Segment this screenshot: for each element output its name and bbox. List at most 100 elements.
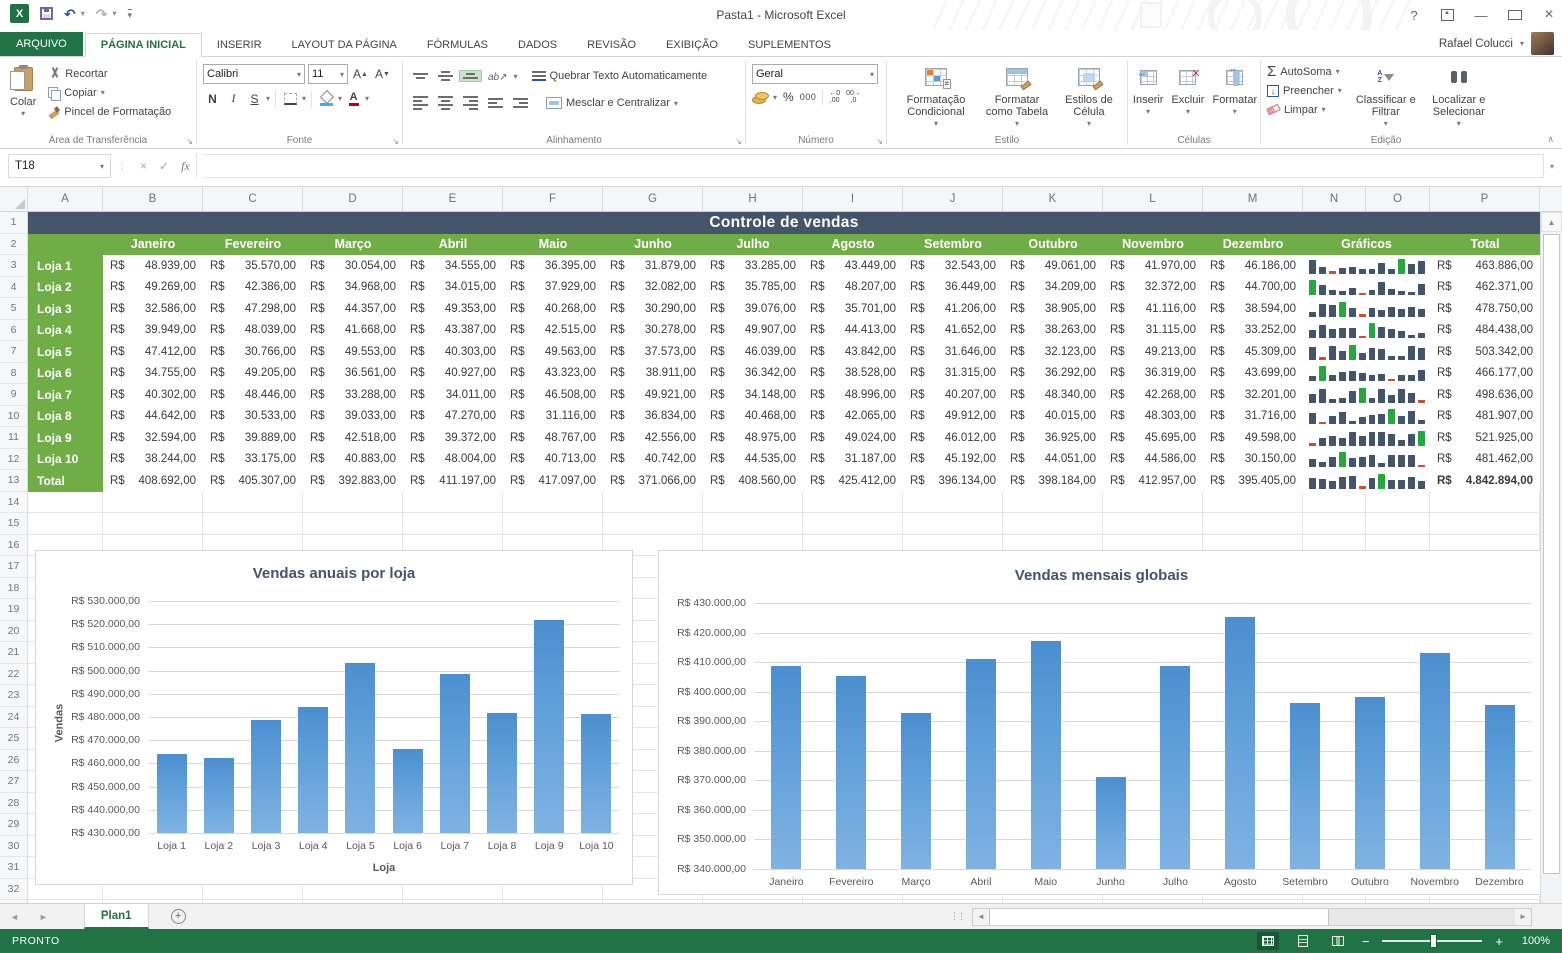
normal-view-button[interactable] xyxy=(1257,932,1279,950)
month-header[interactable]: Julho xyxy=(703,234,803,256)
scroll-right-icon[interactable]: ► xyxy=(1515,909,1531,925)
month-value-cell[interactable]: R$30.150,00 xyxy=(1203,449,1303,471)
font-color-button[interactable]: A xyxy=(344,89,363,108)
monthly-total-cell[interactable]: R$408.692,00 xyxy=(103,470,203,492)
month-value-cell[interactable]: R$30.054,00 xyxy=(303,255,403,277)
month-value-cell[interactable]: R$39.889,00 xyxy=(203,427,303,449)
month-header[interactable]: Março xyxy=(303,234,403,256)
collapse-ribbon-icon[interactable]: ∧ xyxy=(1547,134,1554,145)
month-value-cell[interactable]: R$41.970,00 xyxy=(1103,255,1203,277)
month-value-cell[interactable]: R$40.742,00 xyxy=(603,449,703,471)
empty-cell[interactable] xyxy=(503,513,603,535)
row-header-26[interactable]: 26 xyxy=(0,750,27,772)
month-value-cell[interactable]: R$31.116,00 xyxy=(503,406,603,428)
redo-icon[interactable]: ↷ xyxy=(96,7,108,21)
month-value-cell[interactable]: R$32.201,00 xyxy=(1203,384,1303,406)
month-value-cell[interactable]: R$38.911,00 xyxy=(603,363,703,385)
month-value-cell[interactable]: R$42.515,00 xyxy=(503,320,603,342)
column-header-c[interactable]: C xyxy=(203,187,303,211)
chart-bar[interactable] xyxy=(1225,617,1255,869)
ribbon-tab-layout-da-página[interactable]: LAYOUT DA PÁGINA xyxy=(277,34,412,56)
month-value-cell[interactable]: R$39.949,00 xyxy=(103,320,203,342)
empty-cell[interactable] xyxy=(1203,513,1303,535)
row-header-4[interactable]: 4 xyxy=(0,277,27,299)
row-header-9[interactable]: 9 xyxy=(0,384,27,406)
month-value-cell[interactable]: R$45.192,00 xyxy=(903,449,1003,471)
row-header-21[interactable]: 21 xyxy=(0,642,27,664)
store-total-cell[interactable]: R$521.925,00 xyxy=(1430,427,1540,449)
chart-bar[interactable] xyxy=(836,676,866,869)
row-header-14[interactable]: 14 xyxy=(0,492,27,514)
month-value-cell[interactable]: R$49.907,00 xyxy=(703,320,803,342)
empty-cell[interactable] xyxy=(1303,513,1366,535)
month-header[interactable]: Setembro xyxy=(903,234,1003,256)
month-value-cell[interactable]: R$40.713,00 xyxy=(503,449,603,471)
borders-dropdown-icon[interactable]: ▾ xyxy=(302,94,306,103)
row-header-7[interactable]: 7 xyxy=(0,341,27,363)
monthly-total-cell[interactable]: R$392.883,00 xyxy=(303,470,403,492)
month-value-cell[interactable]: R$40.303,00 xyxy=(403,341,503,363)
month-value-cell[interactable]: R$34.209,00 xyxy=(1003,277,1103,299)
font-color-dropdown-icon[interactable]: ▾ xyxy=(365,94,369,103)
chart-plot-area[interactable] xyxy=(148,601,620,833)
zoom-in-icon[interactable]: + xyxy=(1495,935,1503,948)
row-header-18[interactable]: 18 xyxy=(0,578,27,600)
underline-button[interactable]: S xyxy=(245,89,264,108)
store-total-cell[interactable]: R$462.371,00 xyxy=(1430,277,1540,299)
empty-cell[interactable] xyxy=(803,492,903,514)
month-value-cell[interactable]: R$43.449,00 xyxy=(803,255,903,277)
column-header-k[interactable]: K xyxy=(1003,187,1103,211)
row-header-29[interactable]: 29 xyxy=(0,814,27,836)
store-label[interactable]: Loja 10 xyxy=(28,449,103,471)
month-value-cell[interactable]: R$38.594,00 xyxy=(1203,298,1303,320)
month-value-cell[interactable]: R$36.292,00 xyxy=(1003,363,1103,385)
new-sheet-icon[interactable]: + xyxy=(171,909,186,924)
month-value-cell[interactable]: R$48.303,00 xyxy=(1103,406,1203,428)
empty-cell[interactable] xyxy=(603,513,703,535)
month-value-cell[interactable]: R$38.263,00 xyxy=(1003,320,1103,342)
paste-button[interactable]: Colar▾ xyxy=(6,62,40,122)
month-value-cell[interactable]: R$35.570,00 xyxy=(203,255,303,277)
month-value-cell[interactable]: R$36.342,00 xyxy=(703,363,803,385)
row-header-1[interactable]: 1 xyxy=(0,212,27,234)
scroll-left-icon[interactable]: ◄ xyxy=(973,909,989,925)
zoom-out-icon[interactable]: − xyxy=(1362,935,1370,948)
increase-font-icon[interactable]: A▲ xyxy=(351,65,370,84)
empty-cell[interactable] xyxy=(303,513,403,535)
clipboard-dialog-launcher-icon[interactable]: ↘ xyxy=(186,137,193,146)
month-value-cell[interactable]: R$32.543,00 xyxy=(903,255,1003,277)
column-header-l[interactable]: L xyxy=(1103,187,1203,211)
empty-cell[interactable] xyxy=(103,513,203,535)
font-family-select[interactable]: Calibri▾ xyxy=(203,64,305,84)
totals-label[interactable]: Total xyxy=(28,470,103,492)
month-value-cell[interactable]: R$46.012,00 xyxy=(903,427,1003,449)
merge-center-button[interactable]: Mesclar e Centralizar▾ xyxy=(546,94,678,113)
month-value-cell[interactable]: R$40.015,00 xyxy=(1003,406,1103,428)
chart-bar[interactable] xyxy=(581,714,611,833)
store-label[interactable]: Loja 1 xyxy=(28,255,103,277)
month-value-cell[interactable]: R$48.004,00 xyxy=(403,449,503,471)
row-header-12[interactable]: 12 xyxy=(0,449,27,471)
redo-dropdown-icon[interactable]: ▾ xyxy=(112,9,116,18)
month-value-cell[interactable]: R$48.340,00 xyxy=(1003,384,1103,406)
zoom-slider-thumb[interactable] xyxy=(1430,934,1437,948)
vertical-scroll-thumb[interactable] xyxy=(1543,234,1560,874)
monthly-total-cell[interactable]: R$371.066,00 xyxy=(603,470,703,492)
month-value-cell[interactable]: R$48.039,00 xyxy=(203,320,303,342)
column-header-m[interactable]: M xyxy=(1203,187,1303,211)
month-header[interactable]: Outubro xyxy=(1003,234,1103,256)
month-value-cell[interactable]: R$44.051,00 xyxy=(1003,449,1103,471)
month-value-cell[interactable]: R$46.039,00 xyxy=(703,341,803,363)
row-header-6[interactable]: 6 xyxy=(0,320,27,342)
month-value-cell[interactable]: R$49.912,00 xyxy=(903,406,1003,428)
month-value-cell[interactable]: R$41.116,00 xyxy=(1103,298,1203,320)
empty-cell[interactable] xyxy=(1003,492,1103,514)
autosum-button[interactable]: ΣAutoSoma▾ xyxy=(1267,62,1342,81)
empty-cell[interactable] xyxy=(1366,513,1430,535)
accounting-format-icon[interactable] xyxy=(752,91,767,104)
month-value-cell[interactable]: R$42.065,00 xyxy=(803,406,903,428)
increase-indent-button[interactable] xyxy=(509,95,532,111)
month-header[interactable]: Dezembro xyxy=(1203,234,1303,256)
bold-button[interactable]: N xyxy=(203,89,222,108)
insert-function-icon[interactable]: fx xyxy=(181,159,190,174)
